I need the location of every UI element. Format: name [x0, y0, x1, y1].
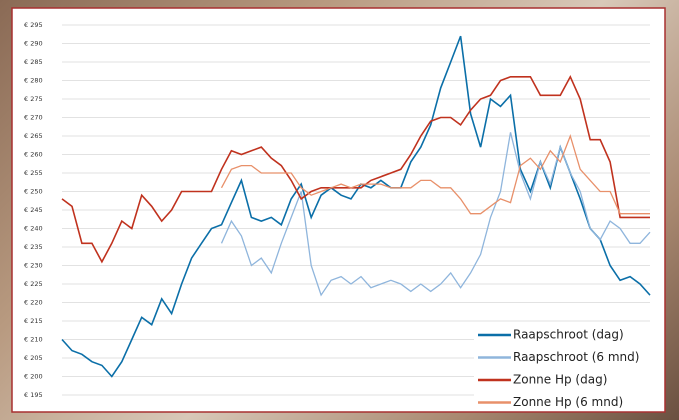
legend-label: Raapschroot (dag)	[513, 328, 624, 342]
y-tick-label: € 250	[24, 188, 43, 196]
y-tick-label: € 215	[24, 317, 43, 325]
y-tick-label: € 245	[24, 206, 43, 214]
y-tick-label: € 255	[24, 169, 43, 177]
y-tick-label: € 285	[24, 58, 43, 66]
y-tick-label: € 200	[24, 373, 43, 381]
y-tick-label: € 195	[24, 391, 43, 399]
legend-label: Zonne Hp (dag)	[513, 373, 607, 387]
y-tick-label: € 275	[24, 95, 43, 103]
y-tick-label: € 295	[24, 21, 43, 29]
legend-label: Raapschroot (6 mnd)	[513, 350, 639, 364]
y-tick-label: € 280	[24, 77, 43, 85]
legend-label: Zonne Hp (6 mnd)	[513, 395, 623, 409]
y-tick-label: € 290	[24, 40, 43, 48]
y-tick-label: € 265	[24, 132, 43, 140]
y-tick-label: € 205	[24, 354, 43, 362]
y-tick-label: € 240	[24, 225, 43, 233]
y-tick-label: € 220	[24, 299, 43, 307]
y-tick-label: € 230	[24, 262, 43, 270]
page: {"chart_data": {"type": "line", "ylim": …	[0, 0, 679, 420]
chart: € 195 € 200 € 205 € 210 € 215 € 220 € 225 € 230…	[0, 0, 679, 420]
y-tick-label: € 225	[24, 280, 43, 288]
y-tick-label: € 260	[24, 151, 43, 159]
y-tick-label: € 270	[24, 114, 43, 122]
y-tick-label: € 210	[24, 336, 43, 344]
y-tick-label: € 235	[24, 243, 43, 251]
